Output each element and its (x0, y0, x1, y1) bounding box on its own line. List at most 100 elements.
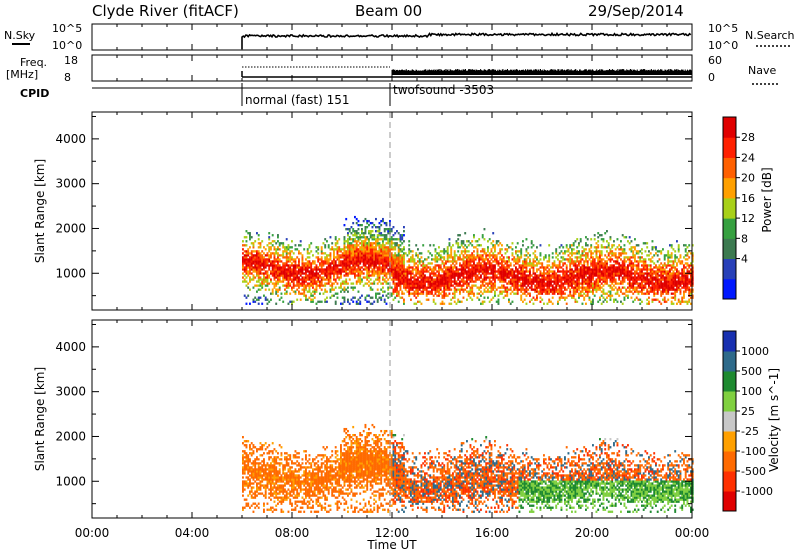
range-cell (581, 288, 584, 291)
range-cell (607, 290, 610, 293)
range-cell (581, 302, 584, 305)
range-cell (670, 264, 673, 267)
range-cell (319, 264, 321, 267)
range-cell (305, 274, 307, 277)
range-cell (387, 282, 390, 285)
range-cell (341, 268, 344, 271)
range-cell (453, 264, 456, 267)
range-cell (324, 260, 327, 263)
range-cell (427, 250, 430, 253)
range-cell (681, 282, 684, 285)
range-cell (595, 270, 598, 273)
range-cell (340, 248, 342, 251)
range-cell (637, 264, 640, 267)
range-cell (525, 262, 528, 265)
range-cell (632, 282, 635, 285)
range-cell (257, 298, 260, 301)
range-cell (672, 292, 675, 295)
range-cell (385, 242, 388, 245)
range-cell (390, 292, 393, 295)
range-cell (532, 262, 535, 265)
range-cell (271, 252, 274, 255)
range-cell (287, 268, 290, 271)
range-cell (648, 300, 650, 303)
range-cell (501, 292, 503, 295)
range-cell (352, 221, 355, 225)
range-cell (368, 260, 370, 263)
range-cell (495, 288, 498, 291)
range-cell (576, 276, 579, 279)
range-cell (280, 268, 283, 271)
range-cell (247, 264, 250, 267)
range-cell (480, 302, 482, 305)
range-cell (392, 274, 395, 277)
range-cell (637, 262, 640, 265)
range-cell (466, 246, 468, 249)
range-cell (516, 256, 519, 259)
range-cell (446, 284, 449, 287)
range-cell (520, 276, 523, 279)
range-cell (334, 244, 337, 247)
range-cell (634, 282, 636, 285)
range-cell (621, 292, 624, 295)
range-cell (411, 282, 414, 285)
range-cell (558, 284, 561, 287)
range-cell (439, 274, 442, 277)
range-cell (420, 286, 423, 289)
range-cell (446, 254, 449, 257)
range-cell (450, 280, 453, 283)
range-cell (553, 276, 556, 279)
range-cell (387, 232, 390, 235)
range-cell (488, 256, 491, 259)
range-cell (420, 272, 423, 275)
range-cell (343, 248, 346, 251)
range-cell (537, 292, 540, 295)
range-cell (534, 250, 537, 253)
colorbar-swatch (723, 177, 736, 199)
range-cell (497, 286, 500, 289)
range-cell (690, 280, 692, 283)
colorbar-swatch (723, 157, 736, 179)
range-cell (590, 250, 593, 253)
range-cell (502, 258, 505, 261)
range-cell (620, 266, 622, 269)
range-cell (383, 258, 386, 261)
range-cell (520, 272, 523, 275)
range-cell (597, 244, 600, 247)
range-cell (578, 292, 580, 295)
range-cell (306, 266, 309, 269)
range-cell (410, 280, 412, 283)
range-cell (298, 268, 300, 271)
range-cell (338, 238, 341, 241)
range-cell (502, 264, 505, 267)
range-cell (243, 462, 246, 465)
range-cell (247, 486, 250, 489)
range-cell (259, 296, 262, 299)
range-cell (396, 230, 398, 233)
range-cell (403, 258, 405, 261)
range-cell (417, 288, 419, 291)
range-cell (247, 252, 250, 255)
range-cell (422, 280, 425, 283)
range-cell (539, 292, 542, 295)
range-cell (632, 268, 635, 271)
range-cell (474, 270, 477, 273)
range-cell (303, 276, 306, 279)
range-cell (488, 272, 491, 275)
range-cell (280, 270, 283, 273)
range-cell (299, 270, 302, 273)
range-cell (635, 286, 638, 289)
range-cell (320, 276, 323, 279)
range-cell (271, 240, 274, 243)
range-cell (562, 272, 565, 275)
range-cell (543, 288, 545, 291)
range-cell (453, 280, 456, 283)
range-cell (355, 252, 358, 255)
range-cell (637, 274, 640, 277)
range-cell (546, 302, 549, 305)
range-cell (672, 280, 675, 283)
range-cell (438, 264, 440, 267)
range-cell (632, 288, 635, 291)
range-cell (394, 238, 397, 241)
range-cell (483, 266, 486, 269)
